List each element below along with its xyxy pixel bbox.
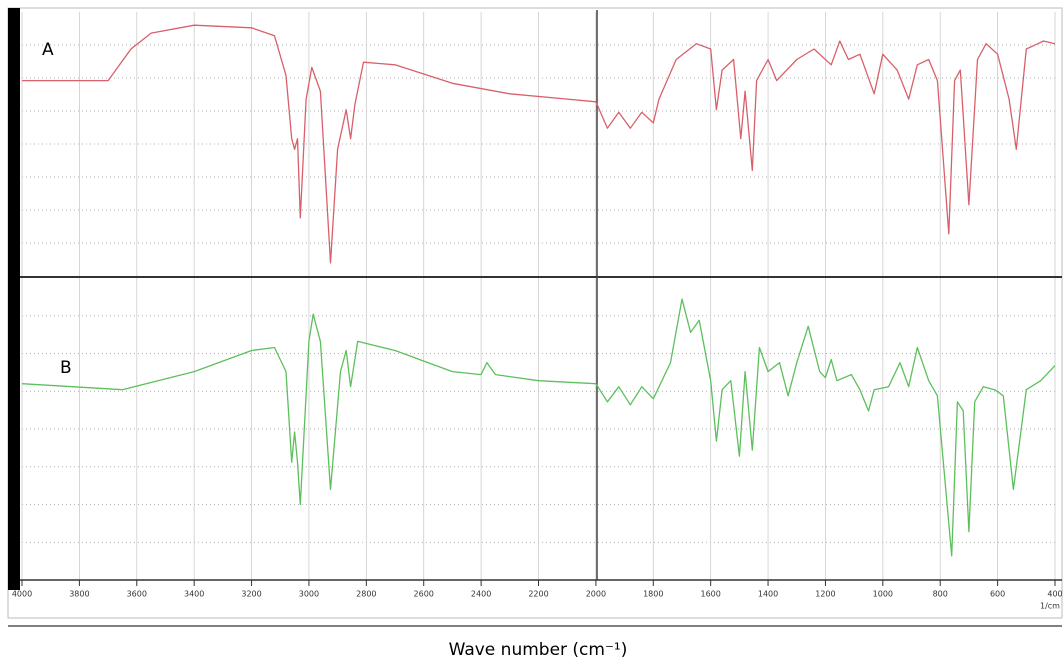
x-tick-label: 1200 [815,590,835,599]
x-tick-label: 2200 [528,590,548,599]
x-tick-label: 1400 [758,590,778,599]
x-tick-label: 400 [1047,590,1062,599]
x-tick-label: 2800 [356,590,376,599]
x-tick-label: 800 [933,590,948,599]
x-tick-label: 3800 [69,590,89,599]
x-tick-label: 2600 [414,590,434,599]
x-tick-label: 3400 [184,590,204,599]
grid [21,12,1056,580]
x-ticks: 4000 3800 3600 3400 3200 3000 2800 2600 2400 2200… [12,580,1063,599]
x-tick-label: 3600 [127,590,147,599]
x-tick-label: 1000 [873,590,893,599]
x-tick-label: 1600 [700,590,720,599]
x-unit: 1/cm [1040,602,1060,611]
x-tick-label: 600 [990,590,1005,599]
spectrum-line [22,24,1056,264]
x-tick-label: 3000 [299,590,319,599]
traces [21,24,1056,557]
x-axis-title: Wave number (cm⁻¹) [449,640,628,660]
panel-label: A [42,40,54,60]
x-tick-label: 2400 [471,590,491,599]
plot-frame [7,7,1063,619]
spectrum-line [21,298,1056,557]
left-bar [8,8,20,590]
panel-label: B [60,358,72,378]
x-tick-label: 4000 [12,590,32,599]
x-tick-label: 1800 [643,590,663,599]
x-tick-label: 3200 [241,590,261,599]
x-tick-label: 2000 [586,590,606,599]
